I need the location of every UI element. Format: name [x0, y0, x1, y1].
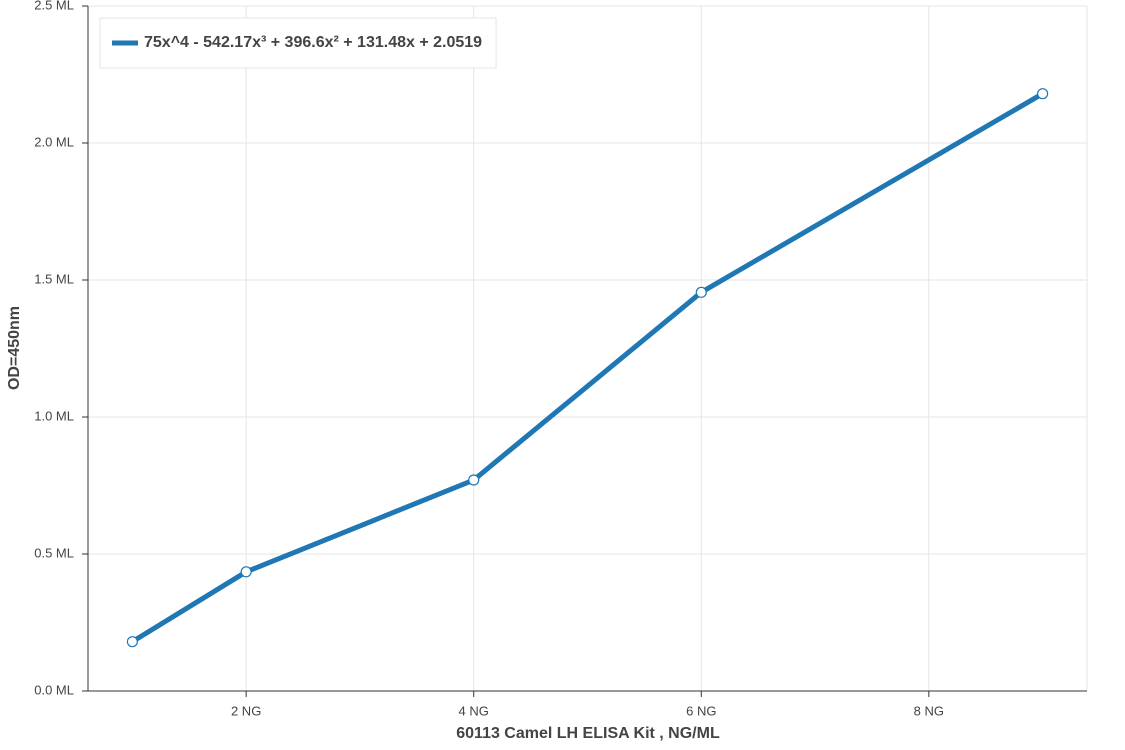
- x-tick-label: 2 NG: [231, 703, 261, 718]
- point: [1037, 88, 1049, 100]
- x-tick-label: 6 NG: [686, 703, 716, 718]
- grid: [88, 5, 1087, 692]
- x-tick-label: 8 NG: [914, 703, 944, 718]
- y-tick-label: 0.0 ML: [34, 682, 74, 697]
- legend: 75x^4 - 542.17x³ + 396.6x² + 131.48x + 2…: [99, 17, 497, 69]
- point: [695, 286, 707, 298]
- x-axis-label: 60113 Camel LH ELISA Kit , NG/ML: [456, 725, 720, 742]
- series-line: [131, 91, 1044, 644]
- point: [126, 636, 138, 648]
- y-tick-label: 1.0 ML: [34, 408, 74, 423]
- legend-label: 75x^4 - 542.17x³ + 396.6x² + 131.48x + 2…: [144, 34, 482, 51]
- y-tick-label: 1.5 ML: [34, 271, 74, 286]
- point: [240, 566, 252, 578]
- y-tick-label: 0.5 ML: [34, 545, 74, 560]
- y-axis-label: OD=450nm: [6, 306, 23, 390]
- legend-box: [99, 17, 497, 69]
- point: [468, 474, 480, 486]
- y-tick-label: 2.0 ML: [34, 134, 74, 149]
- x-tick-label: 4 NG: [459, 703, 489, 718]
- y-tick-label: 2.5 ML: [34, 0, 74, 12]
